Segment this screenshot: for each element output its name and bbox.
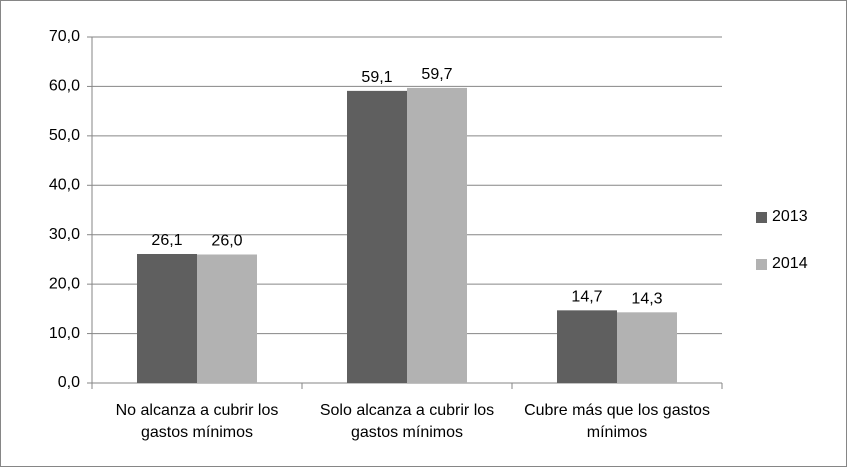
data-label: 59,7 [421, 66, 452, 83]
bar [557, 310, 617, 383]
legend-swatch [756, 212, 767, 223]
bar [137, 253, 197, 383]
x-tick-label: Cubre más que los gastos mínimos [524, 402, 710, 441]
bar [347, 90, 407, 384]
y-tick-label: 10,0 [49, 325, 80, 342]
y-tick-label: 70,0 [49, 28, 80, 45]
data-label: 26,0 [211, 233, 242, 250]
data-label: 14,3 [631, 291, 662, 308]
y-tick-label: 0,0 [58, 374, 80, 391]
y-tick-label: 50,0 [49, 127, 80, 144]
bar [197, 254, 257, 383]
legend-label: 2013 [772, 208, 808, 225]
y-tick-label: 30,0 [49, 226, 80, 243]
legend-label: 2014 [772, 255, 808, 272]
bar [617, 312, 677, 383]
legend-swatch [756, 259, 767, 270]
x-tick-label: No alcanza a cubrir los gastos mínimos [115, 402, 279, 441]
y-tick-label: 20,0 [49, 275, 80, 292]
y-tick-label: 60,0 [49, 78, 80, 95]
data-label: 59,1 [361, 69, 392, 86]
x-tick-label: Solo alcanza a cubrir los gastos mínimos [319, 402, 495, 441]
data-label: 14,7 [571, 289, 602, 306]
y-tick-label: 40,0 [49, 177, 80, 194]
data-label: 26,1 [151, 232, 182, 249]
bar [407, 87, 467, 383]
